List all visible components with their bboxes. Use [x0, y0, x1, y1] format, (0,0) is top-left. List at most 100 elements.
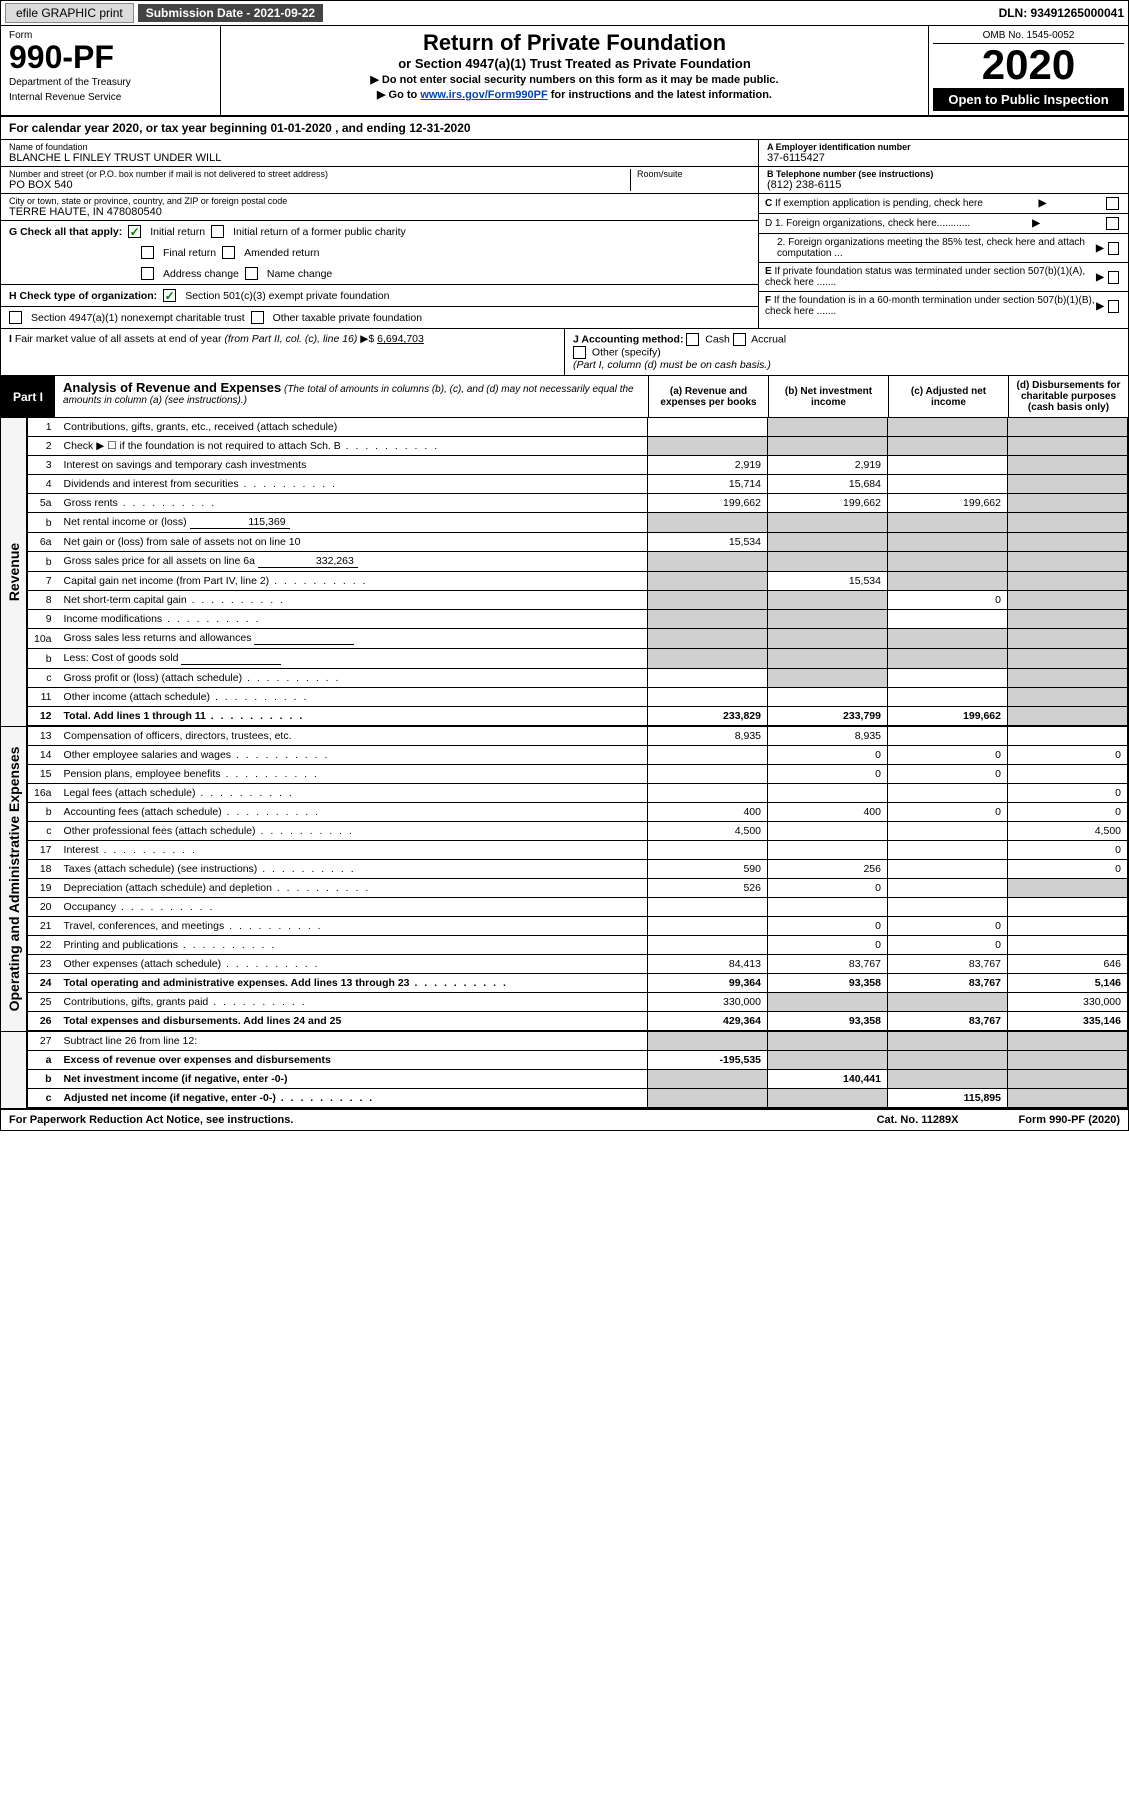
checkbox-501c3[interactable]	[163, 289, 176, 302]
amt-col-a	[648, 572, 768, 591]
amt-col-a	[648, 1089, 768, 1108]
line-no: 2	[28, 437, 58, 456]
amt-col-b	[768, 1032, 888, 1051]
amt-col-b	[768, 629, 888, 649]
line-23: 23Other expenses (attach schedule)84,413…	[28, 955, 1128, 974]
line-no: c	[28, 1089, 58, 1108]
dln: DLN: 93491265000041	[999, 6, 1124, 20]
col-b-header: (b) Net investment income	[768, 376, 888, 417]
amt-col-a: 590	[648, 860, 768, 879]
form-ref: Form 990-PF (2020)	[1019, 1114, 1120, 1126]
line-label: Net rental income or (loss) 115,369	[58, 513, 648, 533]
amt-col-c	[888, 572, 1008, 591]
checkbox-4947a1[interactable]	[9, 311, 22, 324]
section-f: F If the foundation is in a 60-month ter…	[759, 292, 1128, 320]
amt-col-b: 140,441	[768, 1070, 888, 1089]
line-27: 27Subtract line 26 from line 12:	[28, 1032, 1128, 1051]
amt-col-c	[888, 879, 1008, 898]
checkbox-accrual[interactable]	[733, 333, 746, 346]
amt-col-d: 0	[1008, 803, 1128, 822]
amt-col-b	[768, 1051, 888, 1070]
amt-col-d: 0	[1008, 746, 1128, 765]
line-no: b	[28, 552, 58, 572]
line-no: 27	[28, 1032, 58, 1051]
line-label: Other income (attach schedule)	[58, 688, 648, 707]
amt-col-d	[1008, 669, 1128, 688]
section-g: G Check all that apply: Initial return I…	[1, 221, 758, 242]
checkbox-cash[interactable]	[686, 333, 699, 346]
amt-col-a	[648, 1070, 768, 1089]
amt-col-a	[648, 1032, 768, 1051]
amt-col-b	[768, 591, 888, 610]
checkbox-status-terminated[interactable]	[1108, 271, 1119, 284]
line-25: 25Contributions, gifts, grants paid330,0…	[28, 993, 1128, 1012]
irs-form-990pf: efile GRAPHIC print Submission Date - 20…	[0, 0, 1129, 1131]
submission-date: Submission Date - 2021-09-22	[138, 4, 323, 22]
amt-col-a	[648, 629, 768, 649]
amt-col-b: 2,919	[768, 456, 888, 475]
line-label: Contributions, gifts, grants, etc., rece…	[58, 418, 648, 437]
line-label: Excess of revenue over expenses and disb…	[58, 1051, 648, 1070]
amt-col-c	[888, 418, 1008, 437]
checkbox-final-return[interactable]	[141, 246, 154, 259]
line-no: 18	[28, 860, 58, 879]
line-no: 20	[28, 898, 58, 917]
checkbox-initial-return[interactable]	[128, 225, 141, 238]
checkbox-amended-return[interactable]	[222, 246, 235, 259]
line-label: Travel, conferences, and meetings	[58, 917, 648, 936]
amt-col-a	[648, 552, 768, 572]
checkbox-foreign-org[interactable]	[1106, 217, 1119, 230]
amt-col-b: 0	[768, 917, 888, 936]
part1-desc: Analysis of Revenue and Expenses (The to…	[55, 376, 648, 417]
amt-col-b	[768, 993, 888, 1012]
line27-section: 27Subtract line 26 from line 12:aExcess …	[1, 1032, 1128, 1110]
checkbox-other-method[interactable]	[573, 346, 586, 359]
amt-col-b	[768, 513, 888, 533]
amt-col-d: 0	[1008, 860, 1128, 879]
line-c: cAdjusted net income (if negative, enter…	[28, 1089, 1128, 1108]
amt-col-d	[1008, 494, 1128, 513]
amt-col-a: 8,935	[648, 727, 768, 746]
line-no: 6a	[28, 533, 58, 552]
line-15: 15Pension plans, employee benefits00	[28, 765, 1128, 784]
line-no: 5a	[28, 494, 58, 513]
line-label: Other expenses (attach schedule)	[58, 955, 648, 974]
irs-instructions-link[interactable]: www.irs.gov/Form990PF	[420, 89, 547, 101]
line-label: Total expenses and disbursements. Add li…	[58, 1012, 648, 1031]
dept-treasury: Department of the Treasury	[9, 77, 212, 88]
amt-col-b	[768, 1089, 888, 1108]
line-no: b	[28, 803, 58, 822]
line-26: 26Total expenses and disbursements. Add …	[28, 1012, 1128, 1031]
header-right: OMB No. 1545-0052 2020 Open to Public In…	[928, 26, 1128, 115]
checkbox-other-taxable[interactable]	[251, 311, 264, 324]
paperwork-notice: For Paperwork Reduction Act Notice, see …	[9, 1114, 293, 1126]
amt-col-d: 4,500	[1008, 822, 1128, 841]
amt-col-a	[648, 841, 768, 860]
checkbox-name-change[interactable]	[245, 267, 258, 280]
amt-col-c: 0	[888, 936, 1008, 955]
amt-col-b: 0	[768, 879, 888, 898]
checkbox-60month[interactable]	[1108, 300, 1119, 313]
line-no: 23	[28, 955, 58, 974]
amt-col-d	[1008, 572, 1128, 591]
line-b: bAccounting fees (attach schedule)400400…	[28, 803, 1128, 822]
amt-col-a: 15,714	[648, 475, 768, 494]
line-label: Capital gain net income (from Part IV, l…	[58, 572, 648, 591]
line-label: Subtract line 26 from line 12:	[58, 1032, 648, 1051]
checkbox-initial-former-charity[interactable]	[211, 225, 224, 238]
line-21: 21Travel, conferences, and meetings00	[28, 917, 1128, 936]
amt-col-b: 400	[768, 803, 888, 822]
checkbox-85pct-test[interactable]	[1108, 242, 1119, 255]
line-10a: 10aGross sales less returns and allowanc…	[28, 629, 1128, 649]
amt-col-d: 646	[1008, 955, 1128, 974]
line-11: 11Other income (attach schedule)	[28, 688, 1128, 707]
amt-col-b: 256	[768, 860, 888, 879]
efile-print-button[interactable]: efile GRAPHIC print	[5, 3, 134, 23]
line-no: 15	[28, 765, 58, 784]
checkbox-exemption-pending[interactable]	[1106, 197, 1119, 210]
line-no: 7	[28, 572, 58, 591]
line-17: 17Interest0	[28, 841, 1128, 860]
line-label: Adjusted net income (if negative, enter …	[58, 1089, 648, 1108]
checkbox-address-change[interactable]	[141, 267, 154, 280]
line-label: Interest	[58, 841, 648, 860]
